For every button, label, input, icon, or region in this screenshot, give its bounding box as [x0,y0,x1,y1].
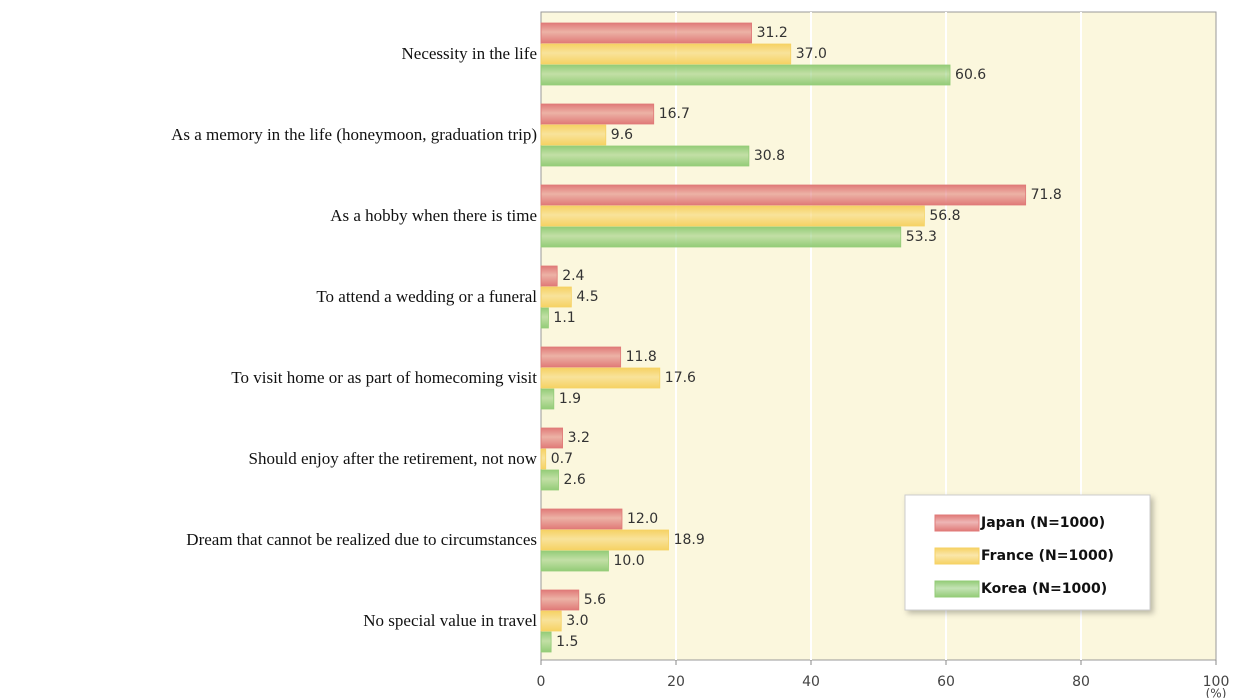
data-label: 71.8 [1031,187,1062,203]
data-label: 1.9 [559,391,581,407]
x-tick-label: 20 [667,674,685,690]
bar [540,124,607,146]
data-label: 53.3 [906,229,937,245]
data-label: 16.7 [659,106,690,122]
data-label: 37.0 [796,46,827,62]
x-tick-label: 60 [937,674,955,690]
bar [540,265,558,287]
data-label: 3.2 [568,430,590,446]
data-label: 9.6 [611,127,633,143]
data-label: 30.8 [754,148,785,164]
data-label: 1.1 [553,310,575,326]
bar [540,529,669,551]
data-label: 1.5 [556,634,578,650]
bar [540,508,623,530]
data-label: 10.0 [614,553,645,569]
category-label: Necessity in the life [402,44,538,63]
category-label: To attend a wedding or a funeral [316,287,537,306]
bar [540,145,750,167]
bar [540,205,925,227]
category-label: As a hobby when there is time [330,206,537,225]
data-label: 3.0 [566,613,588,629]
category-label: Should enjoy after the retirement, not n… [249,449,538,468]
data-label: 17.6 [665,370,696,386]
bar [540,184,1027,206]
bar [540,103,655,125]
x-tick-label: 80 [1072,674,1090,690]
bar [540,367,661,389]
bar [540,346,622,368]
bar [540,226,902,248]
legend-label: Korea (N=1000) [981,581,1107,597]
data-label: 18.9 [674,532,705,548]
data-label: 0.7 [551,451,573,467]
data-label: 60.6 [955,67,986,83]
legend-swatch [934,547,980,565]
x-tick-label: 100 [1203,674,1230,690]
legend-label: Japan (N=1000) [980,515,1105,531]
category-label: No special value in travel [363,611,537,630]
data-label: 11.8 [626,349,657,365]
data-label: 5.6 [584,592,606,608]
bar [540,22,753,44]
data-label: 2.4 [562,268,584,284]
legend-label: France (N=1000) [981,548,1114,564]
bar [540,610,562,632]
data-label: 4.5 [576,289,598,305]
legend-swatch [934,580,980,598]
bar [540,589,580,611]
bar [540,550,609,572]
bar [540,448,547,470]
legend-swatch [934,514,980,532]
x-tick-label: 0 [537,674,546,690]
category-label: To visit home or as part of homecoming v… [231,368,537,387]
bar [540,631,552,653]
bar [540,64,951,86]
data-label: 56.8 [929,208,960,224]
bar [540,469,559,491]
bar [540,307,549,329]
data-label: 12.0 [627,511,658,527]
bar [540,43,792,65]
x-axis-label: (%) [1206,687,1227,698]
x-tick-label: 40 [802,674,820,690]
bar [540,286,572,308]
bar [540,427,564,449]
data-label: 2.6 [564,472,586,488]
bar [540,388,555,410]
category-label: As a memory in the life (honeymoon, grad… [171,125,537,144]
category-label: Dream that cannot be realized due to cir… [186,530,537,549]
data-label: 31.2 [757,25,788,41]
